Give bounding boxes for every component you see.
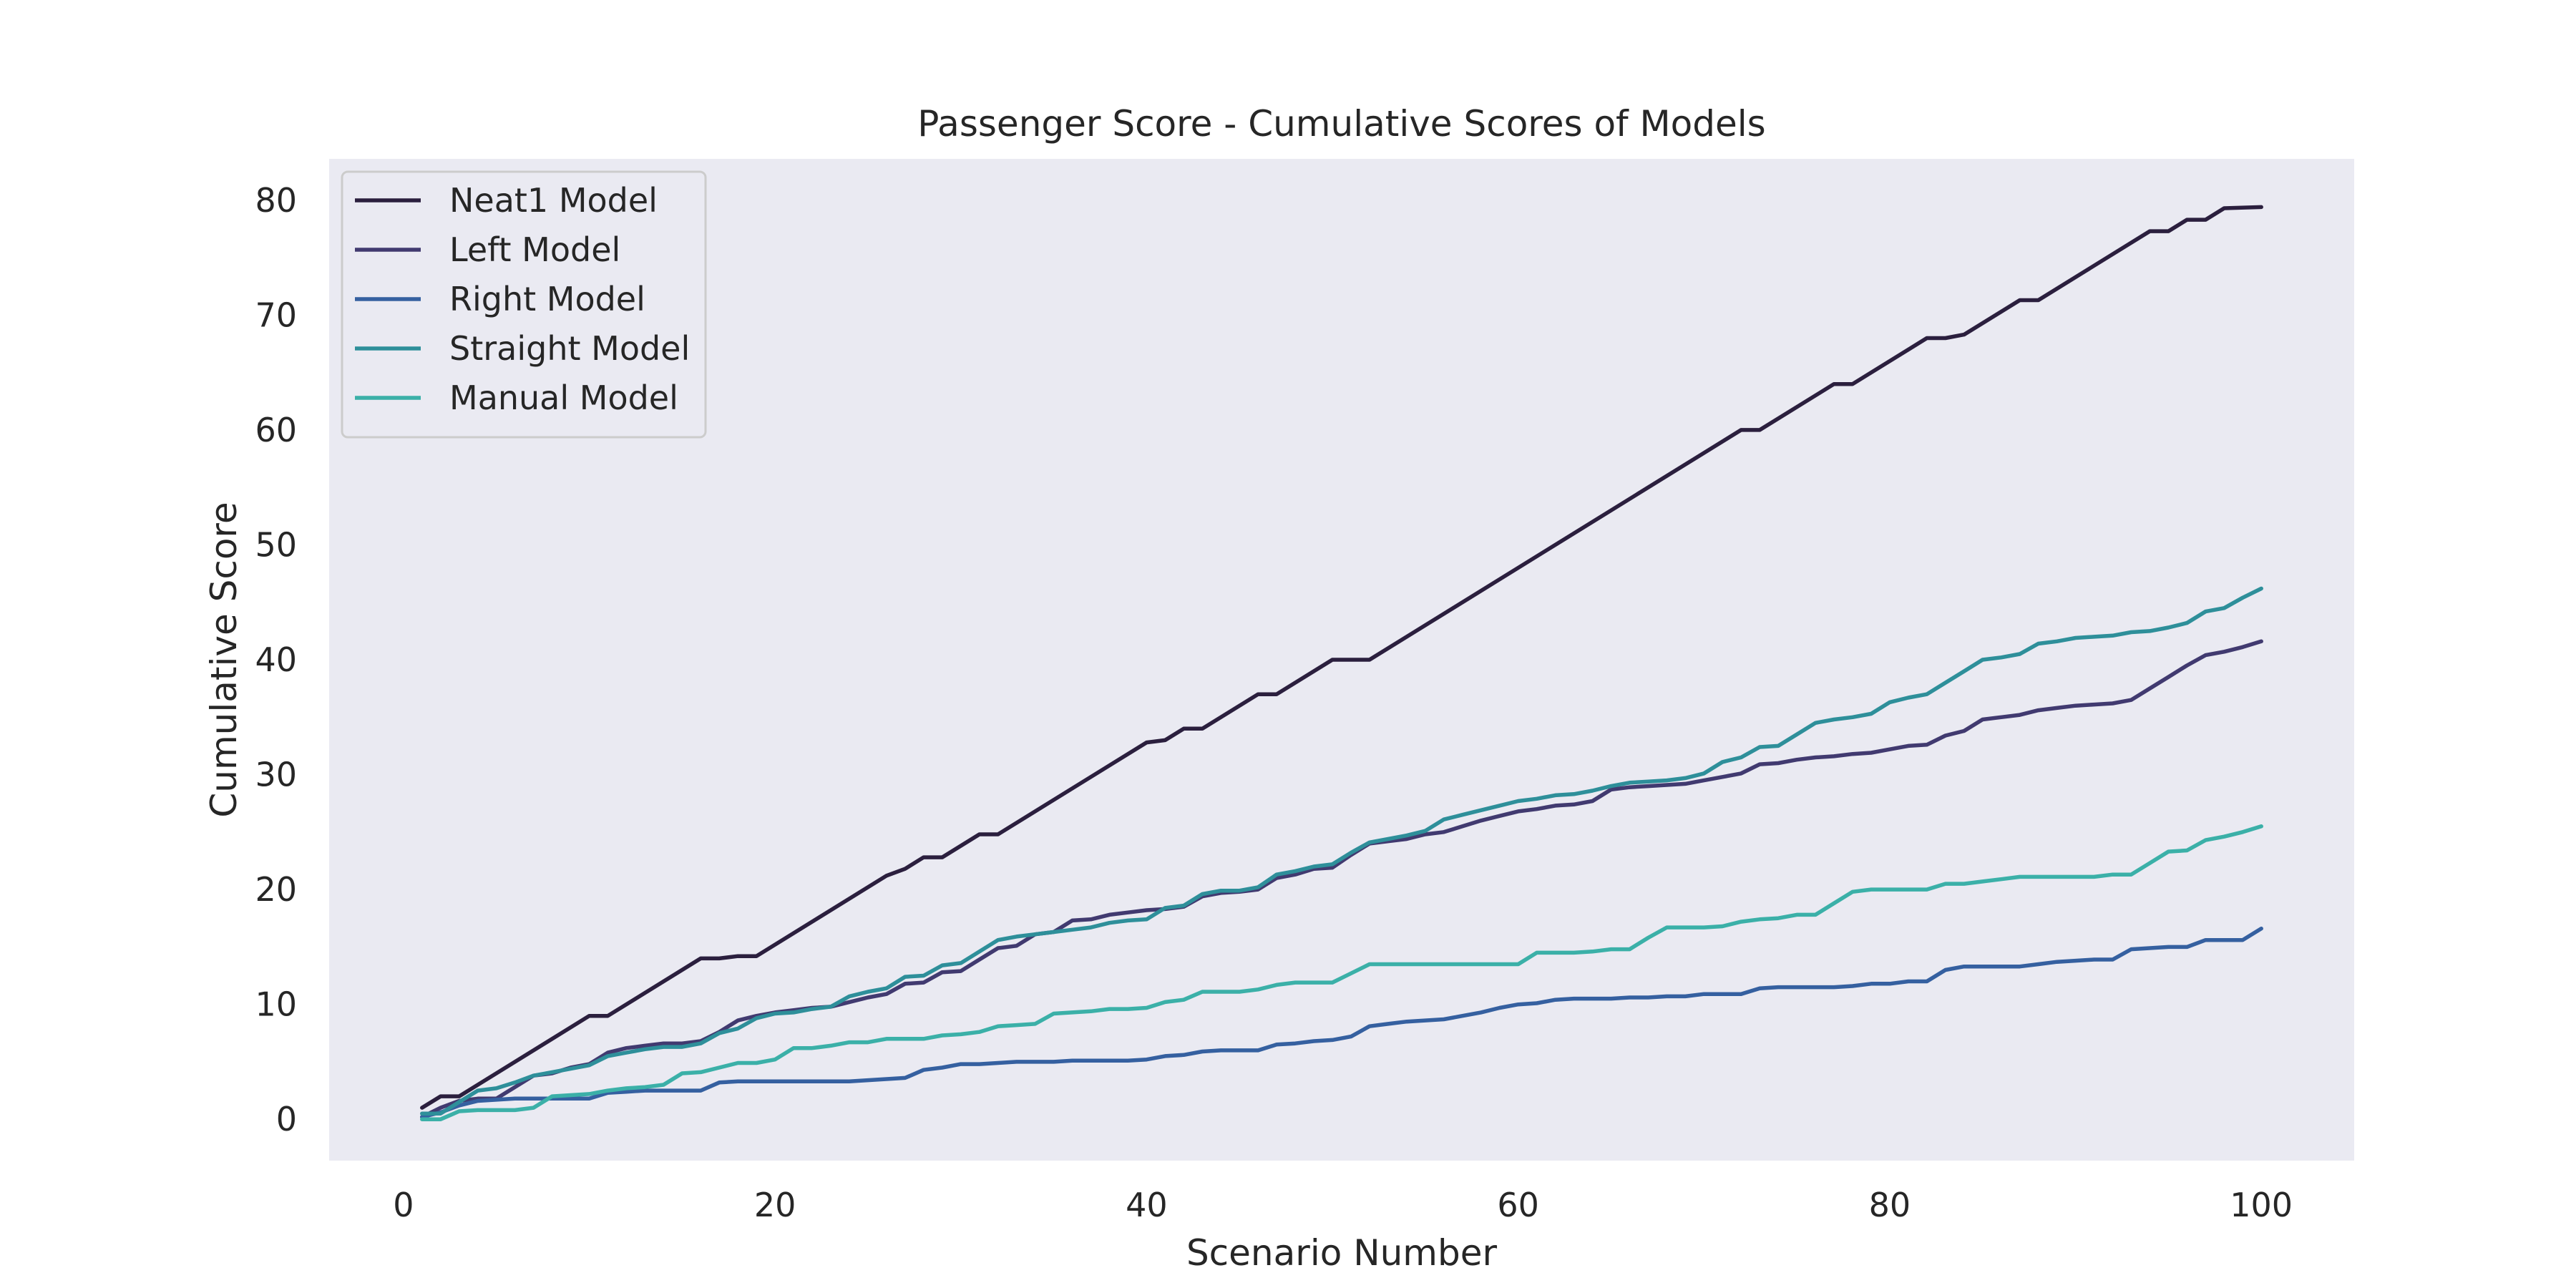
x-tick-label: 60 bbox=[1497, 1186, 1539, 1224]
y-tick-label: 60 bbox=[255, 411, 297, 449]
legend-entry: Right Model bbox=[449, 280, 645, 318]
x-tick-label: 100 bbox=[2230, 1186, 2293, 1224]
chart-title: Passenger Score - Cumulative Scores of M… bbox=[917, 103, 1765, 145]
y-tick-label: 70 bbox=[255, 296, 297, 334]
series-line-4 bbox=[420, 824, 2263, 1121]
series-line-2 bbox=[420, 926, 2263, 1119]
legend-box bbox=[341, 170, 707, 439]
legend: Neat1 Model Left Model Right Model Straight… bbox=[341, 170, 707, 439]
y-tick-label: 0 bbox=[276, 1100, 297, 1138]
y-tick-label: 10 bbox=[255, 985, 297, 1024]
y-axis-ticks: 0 10 20 30 40 50 60 70 80 bbox=[255, 181, 297, 1138]
x-tick-label: 20 bbox=[754, 1186, 796, 1224]
y-tick-label: 30 bbox=[255, 756, 297, 794]
x-axis-ticks: 0 20 40 60 80 100 bbox=[393, 1186, 2293, 1224]
y-axis-label: Cumulative Score bbox=[203, 502, 245, 817]
series-line-0 bbox=[420, 205, 2263, 1110]
legend-entry: Neat1 Model bbox=[449, 181, 658, 220]
series-lines bbox=[420, 205, 2263, 1121]
legend-entry: Left Model bbox=[449, 230, 620, 269]
x-tick-label: 0 bbox=[393, 1186, 414, 1224]
y-tick-label: 50 bbox=[255, 525, 297, 564]
x-tick-label: 40 bbox=[1126, 1186, 1168, 1224]
y-tick-label: 80 bbox=[255, 181, 297, 220]
series-line-3 bbox=[420, 586, 2263, 1116]
x-axis-label: Scenario Number bbox=[1186, 1232, 1498, 1274]
legend-entry: Manual Model bbox=[449, 379, 678, 417]
x-tick-label: 80 bbox=[1869, 1186, 1911, 1224]
legend-entry: Straight Model bbox=[449, 329, 690, 368]
y-tick-label: 20 bbox=[255, 870, 297, 909]
y-tick-label: 40 bbox=[255, 640, 297, 679]
